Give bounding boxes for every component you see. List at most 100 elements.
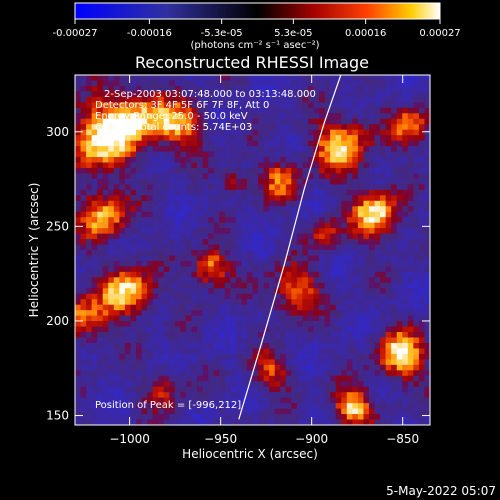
- heatmap-cell: [124, 277, 131, 284]
- heatmap-cell: [291, 113, 298, 120]
- heatmap-cell: [252, 326, 259, 333]
- heatmap-cell: [191, 260, 198, 267]
- heatmap-cell: [102, 359, 109, 366]
- heatmap-cell: [97, 364, 104, 371]
- heatmap-cell: [285, 162, 292, 169]
- heatmap-cell: [385, 173, 392, 180]
- heatmap-cell: [230, 118, 237, 125]
- heatmap-cell: [252, 364, 259, 371]
- heatmap-cell: [357, 364, 364, 371]
- heatmap-cell: [119, 167, 126, 174]
- heatmap-cell: [363, 397, 370, 404]
- heatmap-cell: [86, 266, 93, 273]
- heatmap-cell: [97, 392, 104, 399]
- heatmap-cell: [197, 353, 203, 360]
- heatmap-cell: [313, 124, 320, 131]
- heatmap-cell: [246, 75, 253, 81]
- heatmap-cell: [80, 364, 87, 371]
- heatmap-cell: [86, 255, 93, 262]
- heatmap-cell: [291, 75, 298, 81]
- heatmap-cell: [141, 299, 148, 306]
- heatmap-cell: [224, 408, 231, 415]
- heatmap-cell: [141, 392, 148, 399]
- heatmap-cell: [141, 140, 148, 147]
- heatmap-cell: [285, 381, 292, 388]
- heatmap-cell: [374, 414, 381, 420]
- heatmap-cell: [241, 375, 248, 382]
- heatmap-cell: [313, 260, 320, 267]
- heatmap-cell: [119, 239, 126, 245]
- heatmap-cell: [357, 353, 364, 360]
- heatmap-cell: [208, 326, 215, 333]
- heatmap-cell: [230, 353, 237, 360]
- heatmap-cell: [346, 271, 353, 278]
- heatmap-cell: [202, 326, 209, 333]
- heatmap-cell: [75, 173, 81, 180]
- heatmap-cell: [263, 140, 270, 147]
- heatmap-cell: [141, 260, 148, 267]
- heatmap-cell: [119, 386, 126, 393]
- heatmap-cell: [280, 271, 287, 278]
- heatmap-cell: [391, 195, 398, 202]
- heatmap-cell: [363, 408, 370, 415]
- heatmap-cell: [418, 326, 425, 333]
- heatmap-cell: [407, 91, 414, 98]
- heatmap-cell: [352, 107, 359, 114]
- heatmap-cell: [86, 222, 93, 229]
- heatmap-cell: [374, 359, 381, 366]
- heatmap-cell: [136, 178, 142, 185]
- heatmap-cell: [163, 277, 170, 284]
- heatmap-cell: [269, 151, 276, 158]
- heatmap-cell: [235, 392, 242, 399]
- heatmap-cell: [258, 326, 264, 333]
- heatmap-cell: [246, 124, 253, 131]
- heatmap-cell: [374, 321, 381, 327]
- heatmap-cell: [269, 386, 276, 393]
- heatmap-cell: [385, 107, 392, 114]
- heatmap-cell: [307, 321, 314, 327]
- heatmap-cell: [335, 353, 342, 360]
- heatmap-cell: [280, 392, 287, 399]
- heatmap-cell: [357, 260, 364, 267]
- heatmap-cell: [152, 419, 159, 425]
- heatmap-cell: [152, 255, 159, 262]
- heatmap-cell: [208, 310, 215, 317]
- heatmap-cell: [75, 397, 81, 404]
- heatmap-cell: [280, 195, 287, 202]
- heatmap-cell: [274, 102, 281, 109]
- colorbar-tick-label: -5.3e-05: [201, 28, 243, 39]
- heatmap-cell: [341, 321, 348, 327]
- heatmap-cell: [413, 222, 420, 229]
- heatmap-cell: [152, 239, 159, 245]
- heatmap-cell: [180, 151, 187, 158]
- heatmap-cell: [208, 381, 215, 388]
- heatmap-cell: [291, 348, 298, 355]
- heatmap-cell: [75, 233, 81, 240]
- heatmap-cell: [258, 129, 264, 136]
- heatmap-cell: [280, 299, 287, 306]
- heatmap-cell: [219, 244, 226, 251]
- heatmap-cell: [97, 162, 104, 169]
- heatmap-cell: [241, 408, 248, 415]
- heatmap-cell: [141, 342, 148, 349]
- heatmap-cell: [319, 370, 326, 377]
- heatmap-cell: [263, 113, 270, 120]
- heatmap-cell: [324, 337, 331, 344]
- heatmap-cell: [86, 167, 93, 174]
- colorbar-tick-label: 5.3e-05: [274, 28, 312, 39]
- heatmap-cell: [313, 118, 320, 125]
- heatmap-cell: [368, 315, 375, 322]
- heatmap-cell: [147, 392, 154, 399]
- heatmap-cell: [102, 293, 109, 300]
- heatmap-cell: [363, 315, 370, 322]
- heatmap-cell: [307, 315, 314, 322]
- heatmap-cell: [113, 397, 120, 404]
- heatmap-cell: [235, 124, 242, 131]
- heatmap-cell: [219, 173, 226, 180]
- heatmap-cell: [341, 157, 348, 163]
- heatmap-cell: [163, 266, 170, 273]
- heatmap-cell: [180, 217, 187, 224]
- heatmap-cell: [280, 397, 287, 404]
- heatmap-cell: [319, 332, 326, 338]
- heatmap-cell: [141, 162, 148, 169]
